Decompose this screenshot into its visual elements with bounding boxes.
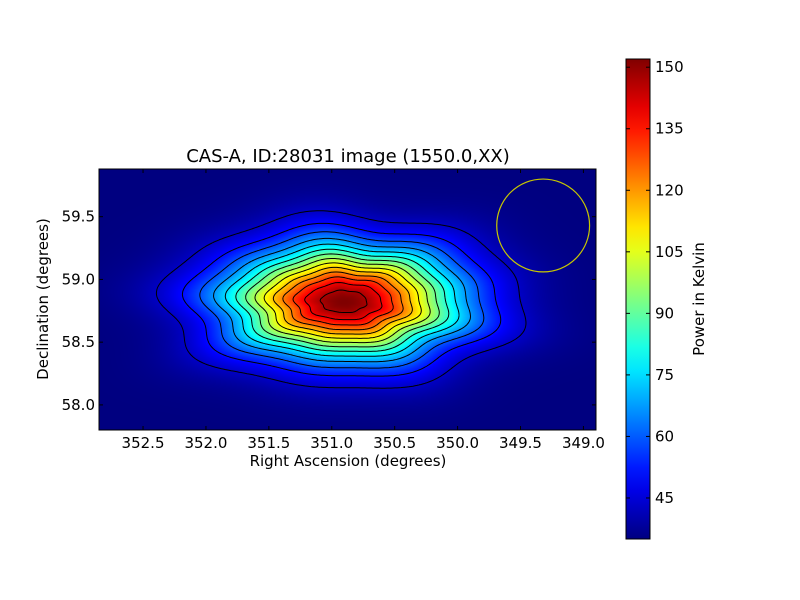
colorbar-gradient (625, 58, 651, 540)
contour-level-43 (155, 210, 527, 389)
colorbar-tick-label: 60 (655, 427, 674, 445)
colorbar: 45 60 75 90 105 120 135 150 Power in Kelvin (625, 58, 708, 540)
contour-level-139 (304, 282, 383, 321)
colorbar-tick-label: 75 (655, 366, 674, 384)
contour-level-51 (181, 222, 502, 377)
contour-level-123 (282, 271, 404, 331)
contour-level-107 (263, 262, 422, 339)
heatmap-image (99, 169, 596, 430)
x-tick-label: 349.5 (499, 434, 542, 452)
contour-level-75 (224, 243, 460, 357)
contour-lines (155, 210, 527, 389)
x-axis-label: Right Ascension (degrees) (250, 452, 447, 470)
colorbar-label: Power in Kelvin (690, 242, 708, 356)
x-tick-label: 352.5 (122, 434, 165, 452)
colorbar-tick-label: 150 (655, 58, 684, 76)
plot-frame (98, 168, 597, 431)
colorbar-tick-label: 105 (655, 243, 684, 261)
chart-title: CAS-A, ID:28031 image (1550.0,XX) (186, 146, 510, 167)
x-tick-label: 351.5 (247, 434, 290, 452)
y-axis-label: Declination (degrees) (34, 218, 52, 380)
plot-area: 352.5 352.0 351.5 351.0 350.5 350.0 349.5 349.0… (62, 168, 605, 452)
colorbar-tick-label: 45 (655, 489, 674, 507)
contour-level-59 (199, 231, 485, 369)
y-tick-label: 58.0 (62, 396, 95, 414)
x-tick-label: 350.0 (436, 434, 479, 452)
x-tick-label: 349.0 (562, 434, 605, 452)
colorbar-tick-label: 90 (655, 304, 674, 322)
contour-level-91 (245, 253, 440, 348)
x-tick-label: 351.0 (310, 434, 353, 452)
y-axis-ticks: 58.0 58.5 59.0 59.5 (62, 208, 596, 414)
contour-level-115 (272, 266, 413, 335)
colorbar-tick-label: 135 (655, 120, 684, 138)
x-axis-ticks: 352.5 352.0 351.5 351.0 350.5 350.0 349.5 349.0 (122, 169, 605, 452)
contour-level-83 (235, 248, 450, 352)
contour-level-131 (292, 276, 394, 326)
contour-level-147 (319, 289, 368, 313)
y-tick-label: 58.5 (62, 333, 95, 351)
y-tick-label: 59.0 (62, 270, 95, 288)
contour-level-99 (254, 258, 431, 344)
colorbar-tick-label: 120 (655, 181, 684, 199)
beam-circle (496, 178, 591, 273)
contour-level-67 (213, 237, 471, 363)
colorbar-ticks: 45 60 75 90 105 120 135 150 (626, 58, 684, 507)
x-tick-label: 350.5 (373, 434, 416, 452)
y-tick-label: 59.5 (62, 208, 95, 226)
x-tick-label: 352.0 (184, 434, 227, 452)
